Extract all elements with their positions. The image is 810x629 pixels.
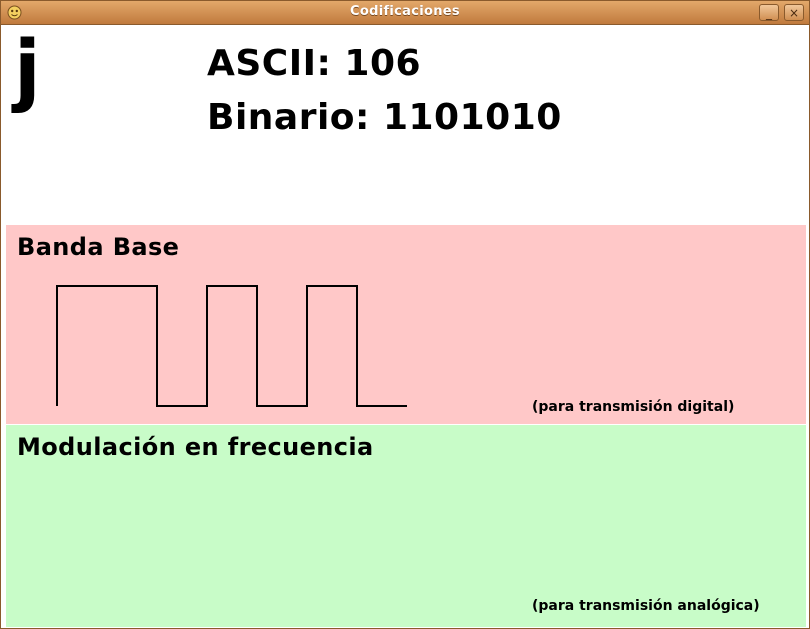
fm-panel: Modulación en frecuencia (para transmisi… <box>6 425 806 627</box>
current-letter: j <box>14 25 41 115</box>
baseband-note: (para transmisión digital) <box>532 399 735 415</box>
baseband-signal-line <box>56 285 407 407</box>
baseband-panel: Banda Base (para transmisión digital) <box>6 225 806 424</box>
fm-title: Modulación en frecuencia <box>17 433 374 461</box>
content-area: j ASCII: 106 Binario: 1101010 Banda Base… <box>2 25 808 627</box>
ascii-code: ASCII: 106 <box>207 43 422 84</box>
title-bar[interactable]: Codificaciones _ × <box>1 1 809 25</box>
baseband-waveform <box>56 285 407 407</box>
close-button[interactable]: × <box>784 4 804 21</box>
baseband-title: Banda Base <box>17 233 180 261</box>
minimize-icon: _ <box>766 6 772 20</box>
binary-code: Binario: 1101010 <box>207 97 562 138</box>
app-icon <box>7 5 22 20</box>
fm-note: (para transmisión analógica) <box>532 598 760 614</box>
minimize-button[interactable]: _ <box>759 4 779 21</box>
window-title: Codificaciones <box>350 4 460 19</box>
close-icon: × <box>788 6 800 20</box>
